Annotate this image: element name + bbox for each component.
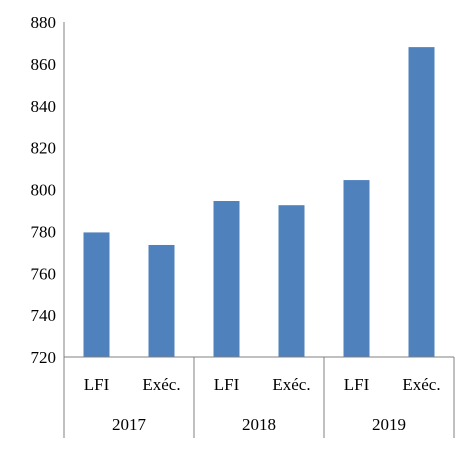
y-tick-label: 720 xyxy=(31,348,57,367)
y-tick-label: 820 xyxy=(31,139,57,158)
x-category-label: Exéc. xyxy=(402,375,440,394)
y-tick-label: 780 xyxy=(31,222,57,241)
y-tick-label: 760 xyxy=(31,264,57,283)
bar xyxy=(213,201,240,357)
bar xyxy=(408,47,435,357)
y-tick-label: 800 xyxy=(31,181,57,200)
bar xyxy=(278,205,305,357)
x-category-label: LFI xyxy=(344,375,370,394)
x-group-label: 2017 xyxy=(112,415,147,434)
y-tick-label: 880 xyxy=(31,13,57,32)
y-tick-label: 840 xyxy=(31,97,57,116)
bar xyxy=(83,232,110,357)
bars xyxy=(83,47,435,357)
x-group-label: 2019 xyxy=(372,415,406,434)
bar xyxy=(148,244,175,357)
y-tick-label: 860 xyxy=(31,55,57,74)
x-group-label: 2018 xyxy=(242,415,276,434)
y-axis: 720 740 760 780 800 820 840 860 880 xyxy=(31,13,65,367)
x-axis: LFI Exéc. LFI Exéc. LFI Exéc. 2017 2018 2019 xyxy=(63,356,455,438)
bar xyxy=(343,180,370,357)
x-category-label: Exéc. xyxy=(272,375,310,394)
x-category-label: LFI xyxy=(214,375,240,394)
y-tick-label: 740 xyxy=(31,306,57,325)
x-category-label: Exéc. xyxy=(142,375,180,394)
x-category-label: LFI xyxy=(84,375,110,394)
